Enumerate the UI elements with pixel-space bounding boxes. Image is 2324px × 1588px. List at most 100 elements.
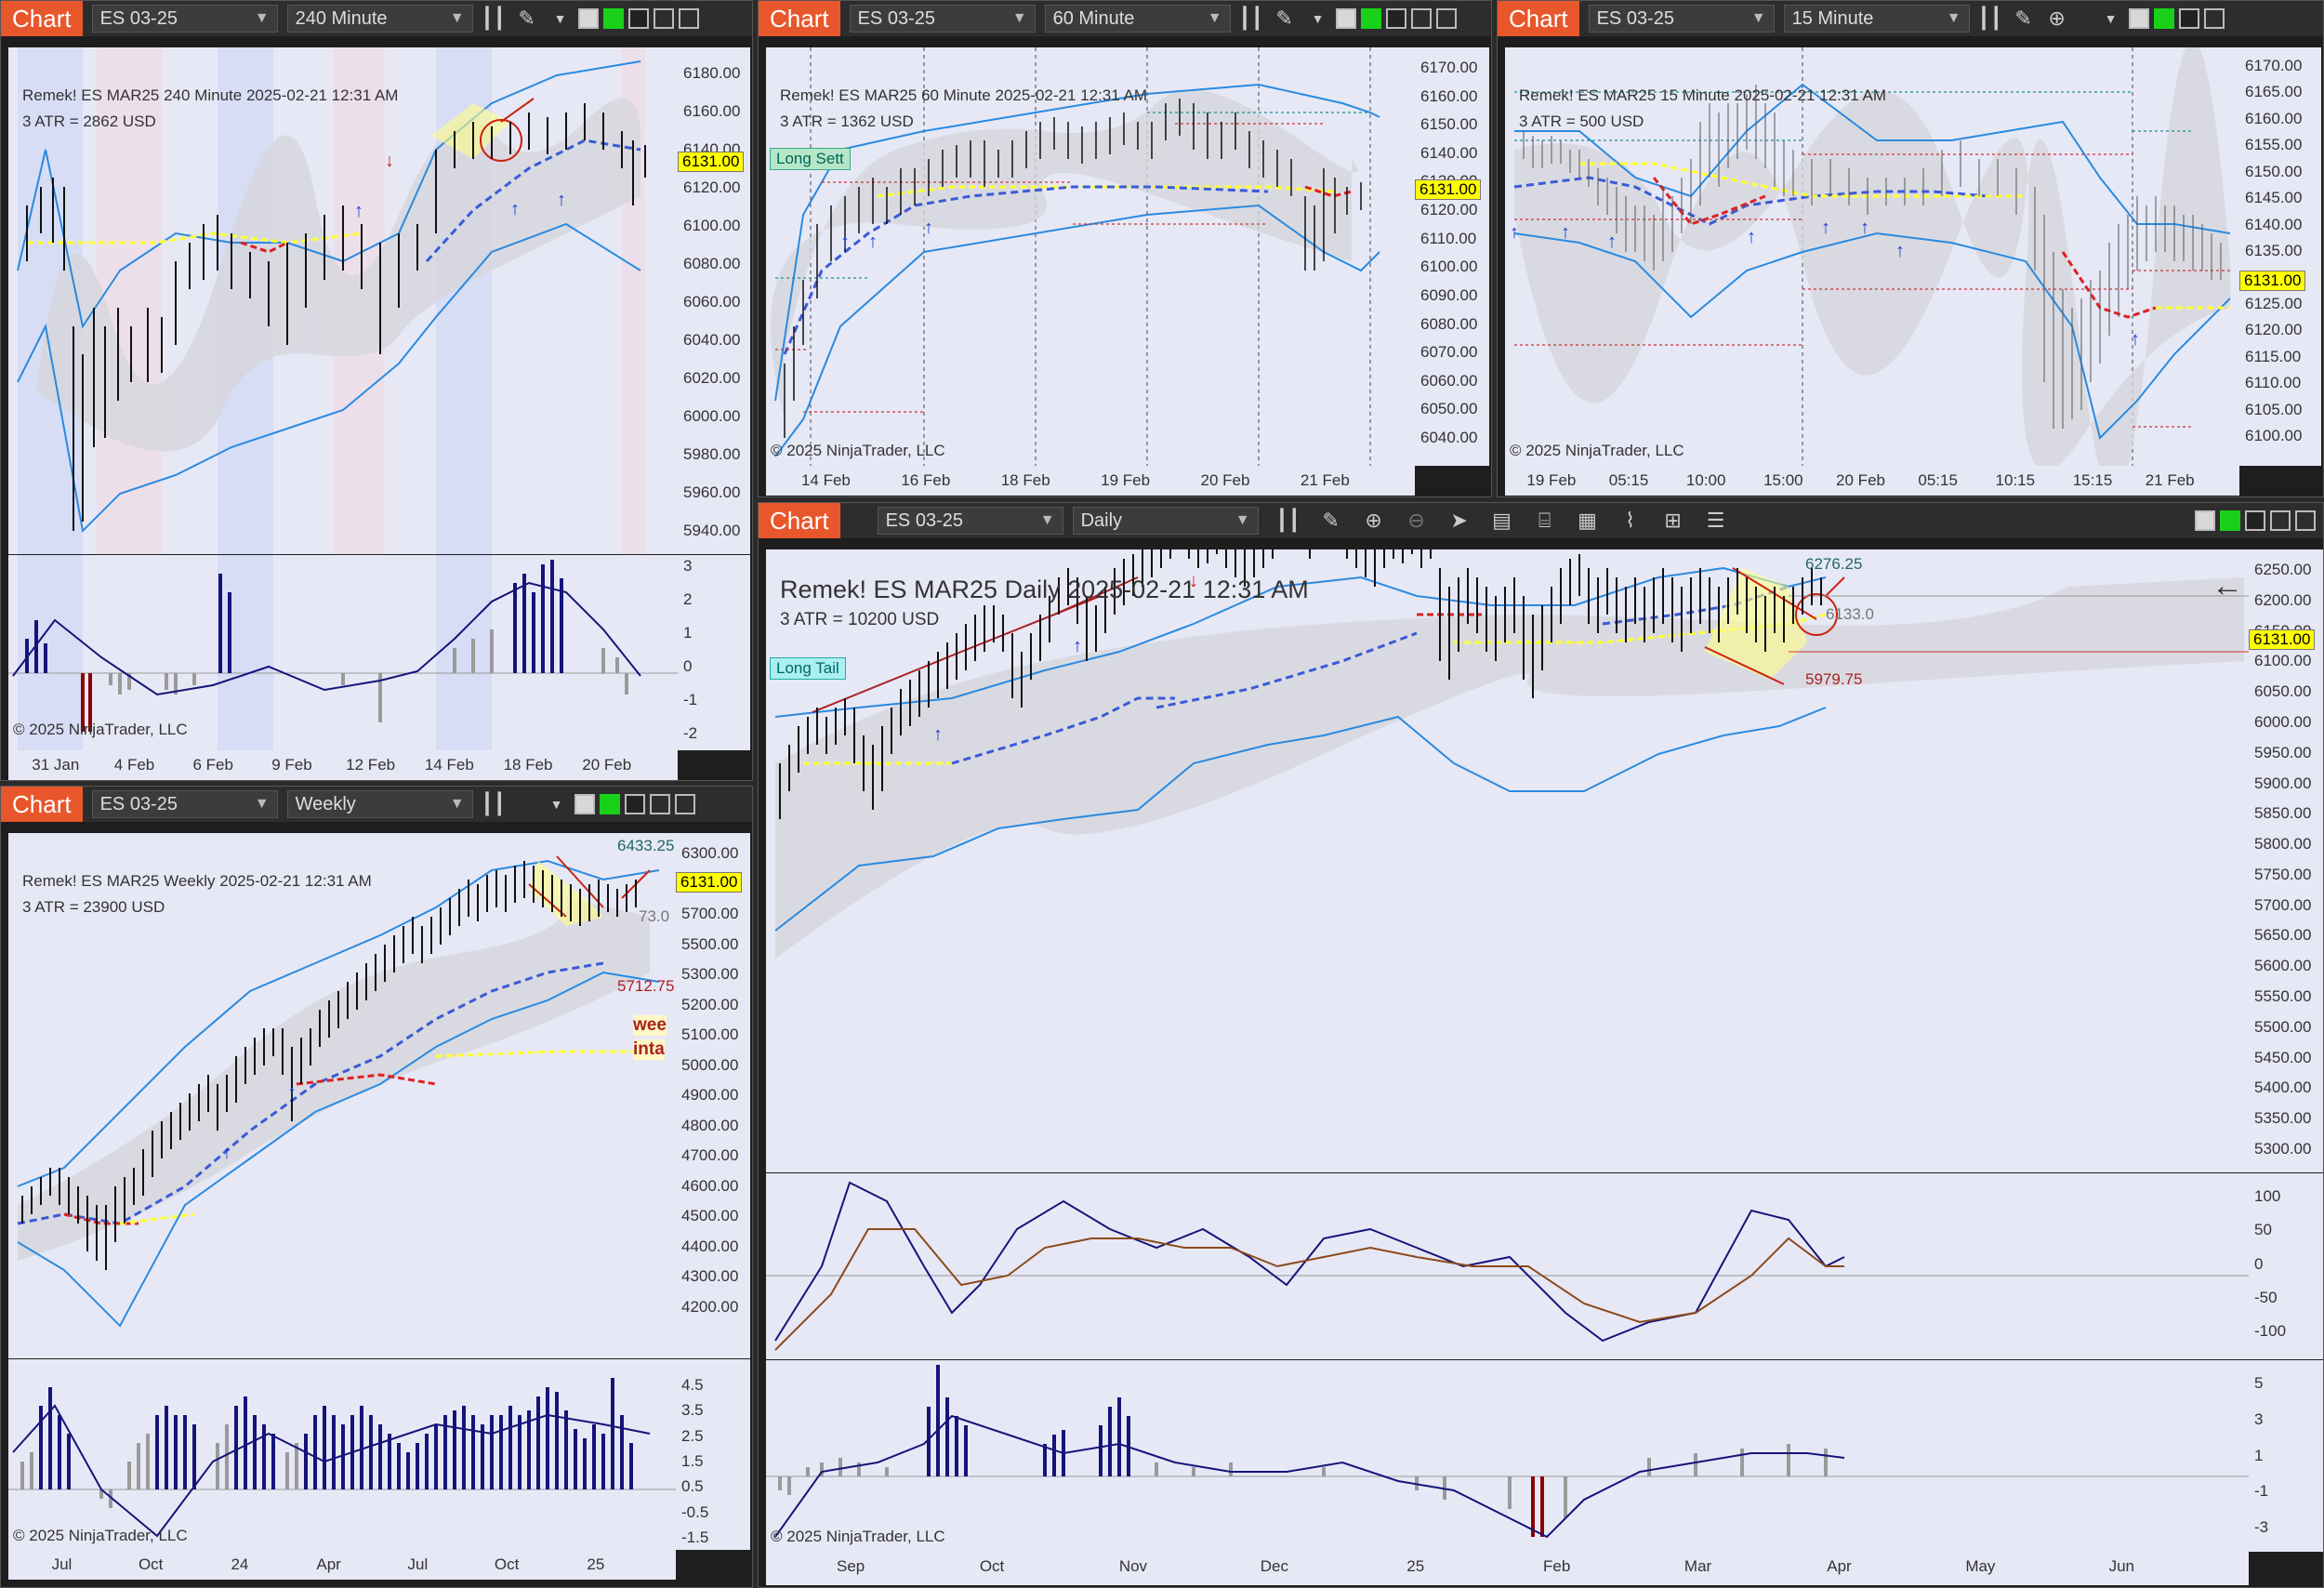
- price-tick-label: 6150.00: [2245, 162, 2303, 180]
- price-axis[interactable]: 6250.006200.006150.006100.006050.006000.…: [2249, 549, 2323, 1172]
- restore-button[interactable]: [653, 8, 674, 29]
- maximize-button[interactable]: [2295, 510, 2316, 531]
- drawing-tools-icon[interactable]: ✎: [1322, 509, 1340, 532]
- interval-selector[interactable]: 60 Minute ▼: [1044, 5, 1231, 33]
- link-color-button[interactable]: [2195, 510, 2215, 531]
- bar-style-icon[interactable]: ┃┃: [481, 792, 506, 815]
- chart-menu-button[interactable]: Chart: [759, 503, 840, 538]
- link-green-button[interactable]: [1360, 8, 1381, 29]
- drawing-tools-icon[interactable]: ✎: [1275, 7, 1293, 30]
- restore-button[interactable]: [1410, 8, 1432, 29]
- pointer-icon[interactable]: ➤: [1450, 509, 1468, 532]
- oscillator-axis[interactable]: 3 2 1 0 -1 -2: [678, 555, 750, 750]
- instrument-selector[interactable]: ES 03-25 ▼: [91, 5, 278, 33]
- time-tick-label: 20 Feb: [1200, 471, 1250, 489]
- link-color-button[interactable]: [577, 8, 599, 29]
- chart-menu-button[interactable]: Chart: [1498, 1, 1579, 36]
- link-green-button[interactable]: [599, 794, 620, 814]
- oscillator-panel[interactable]: © 2025 NinjaTrader, LLC: [8, 1359, 676, 1550]
- list-icon[interactable]: ☰: [1706, 509, 1725, 532]
- price-tick-label: 6140.00: [1420, 143, 1478, 162]
- svg-text:↑: ↑: [924, 218, 933, 238]
- time-tick-label: Mar: [1684, 1557, 1712, 1575]
- interval-selector[interactable]: 15 Minute ▼: [1783, 5, 1970, 33]
- instrument-selector[interactable]: ES 03-25 ▼: [1588, 5, 1775, 33]
- price-panel[interactable]: ↑ ↑ ↑ ↓ Remek! ES MAR25 240 Minute 2025-…: [8, 47, 678, 554]
- strategies-icon[interactable]: ▦: [1578, 509, 1597, 532]
- price-panel[interactable]: ↑ ↑ ↓ Remek! ES MAR25 Daily 2025-02-21 1…: [766, 549, 2249, 1172]
- time-axis[interactable]: 31 Jan 4 Feb 6 Feb 9 Feb 12 Feb 14 Feb 18 Feb 2…: [8, 750, 678, 780]
- bar-style-icon[interactable]: ┃┃: [1275, 509, 1301, 532]
- chart-menu-button[interactable]: Chart: [1, 1, 83, 36]
- link-green-button[interactable]: [2220, 510, 2240, 531]
- maximize-button[interactable]: [1435, 8, 1457, 29]
- dropdown-icon[interactable]: ▼: [1311, 11, 1325, 26]
- price-axis[interactable]: 6170.006160.006150.006140.006130.006120.…: [1415, 47, 1489, 466]
- oscillator-panel[interactable]: © 2025 NinjaTrader, LLC: [8, 555, 678, 750]
- dropdown-icon[interactable]: ▼: [549, 797, 563, 812]
- restore-button[interactable]: [649, 794, 670, 814]
- zoom-in-icon[interactable]: ⊕: [2048, 7, 2066, 30]
- drawing-tools-icon[interactable]: ✎: [2014, 7, 2032, 30]
- bar-style-icon[interactable]: ┃┃: [1977, 7, 2002, 30]
- price-axis[interactable]: 6170.00 6165.00 6160.00 6155.00 6150.00 6145.…: [2239, 47, 2321, 466]
- instrument-selector[interactable]: ES 03-25 ▼: [877, 507, 1063, 535]
- time-axis[interactable]: 14 Feb 16 Feb 18 Feb 19 Feb 20 Feb 21 Feb: [766, 466, 1415, 496]
- data-box-icon[interactable]: ▤: [1492, 509, 1512, 532]
- link-green-button[interactable]: [602, 8, 624, 29]
- minimize-button[interactable]: [1385, 8, 1406, 29]
- maximize-button[interactable]: [674, 794, 695, 814]
- minimize-button[interactable]: [2245, 510, 2265, 531]
- link-color-button[interactable]: [1335, 8, 1356, 29]
- oscillator-2-axis[interactable]: 5 3 1 -1 -3: [2249, 1360, 2323, 1552]
- oscillator-1-axis[interactable]: 100 50 0 -50 -100: [2249, 1173, 2323, 1359]
- time-tick-label: Dec: [1260, 1557, 1288, 1575]
- minimize-button[interactable]: [627, 8, 649, 29]
- chart-trader-icon[interactable]: ⌇: [1625, 509, 1635, 532]
- interval-selector[interactable]: Daily ▼: [1072, 507, 1259, 535]
- interval-selector[interactable]: 240 Minute ▼: [286, 5, 473, 33]
- time-axis[interactable]: Jul Oct 24 Apr Jul Oct 25: [8, 1550, 676, 1580]
- minimize-button[interactable]: [624, 794, 645, 814]
- instrument-selector[interactable]: ES 03-25 ▼: [91, 790, 278, 818]
- instrument-selector[interactable]: ES 03-25 ▼: [849, 5, 1036, 33]
- link-green-button[interactable]: [2153, 8, 2174, 29]
- back-arrow-icon[interactable]: ←: [2212, 568, 2243, 603]
- bar-style-icon[interactable]: ┃┃: [1238, 7, 1263, 30]
- time-axis[interactable]: Sep Oct Nov Dec 25 Feb Mar Apr May Jun: [766, 1552, 2249, 1585]
- time-tick-label: 4 Feb: [113, 756, 155, 774]
- price-axis[interactable]: 6300.005900.005700.005500.005300.005200.…: [676, 833, 750, 1358]
- oscillator-panel-1[interactable]: [766, 1173, 2249, 1359]
- link-color-button[interactable]: [574, 794, 595, 814]
- bar-style-icon[interactable]: ┃┃: [481, 7, 506, 30]
- dropdown-icon[interactable]: ▼: [2104, 11, 2118, 26]
- restore-button[interactable]: [2203, 8, 2225, 29]
- chart-toolbar: Chart ES 03-25 ▼ 60 Minute ▼ ┃┃ ✎ ▼: [759, 1, 1491, 36]
- properties-icon[interactable]: ⊞: [1664, 509, 1682, 532]
- restore-button[interactable]: [2270, 510, 2291, 531]
- chart-menu-button[interactable]: Chart: [1, 787, 83, 822]
- link-color-button[interactable]: [2128, 8, 2149, 29]
- price-panel[interactable]: ↑ ↑ ↑ ↑ ↑ ↑ ↑ ↑ Remek! ES MAR25 15 Minut…: [1505, 47, 2239, 466]
- time-axis[interactable]: 19 Feb 05:15 10:00 15:00 20 Feb 05:15 10:15 15:…: [1505, 466, 2239, 496]
- oscillator-axis[interactable]: 4.5 3.5 2.5 1.5 0.5 -0.5 -1.5: [676, 1359, 750, 1550]
- price-panel[interactable]: ↑ ↑ Remek! ES MAR25 Weekly 2025-02-21 12…: [8, 833, 676, 1358]
- time-tick-label: Apr: [316, 1555, 341, 1573]
- time-tick-label: 16 Feb: [901, 471, 951, 489]
- indicators-icon[interactable]: ⌸: [1538, 509, 1552, 532]
- minimize-button[interactable]: [2178, 8, 2199, 29]
- price-panel[interactable]: ↑ ↑ ↑ Remek! ES MAR25 60 Minute 2025-02-…: [766, 47, 1415, 466]
- zoom-in-icon[interactable]: ⊕: [1365, 509, 1382, 532]
- drawing-tools-icon[interactable]: ✎: [518, 7, 535, 30]
- chart-menu-button[interactable]: Chart: [759, 1, 840, 36]
- price-axis[interactable]: 6180.00 6160.00 6140.00 6120.00 6100.00 6080.…: [678, 47, 750, 554]
- interval-value: Daily: [1080, 509, 1123, 531]
- mid-label: 73.0: [639, 907, 670, 925]
- oscillator-panel-2[interactable]: © 2025 NinjaTrader, LLC: [766, 1360, 2249, 1552]
- interval-selector[interactable]: Weekly ▼: [286, 790, 473, 818]
- zoom-out-icon[interactable]: ⊖: [1407, 509, 1425, 532]
- price-tick-label: 6080.00: [1420, 314, 1478, 333]
- oscillator-tick-label: -3: [2254, 1518, 2269, 1536]
- dropdown-icon[interactable]: ▼: [553, 11, 567, 26]
- maximize-button[interactable]: [678, 8, 699, 29]
